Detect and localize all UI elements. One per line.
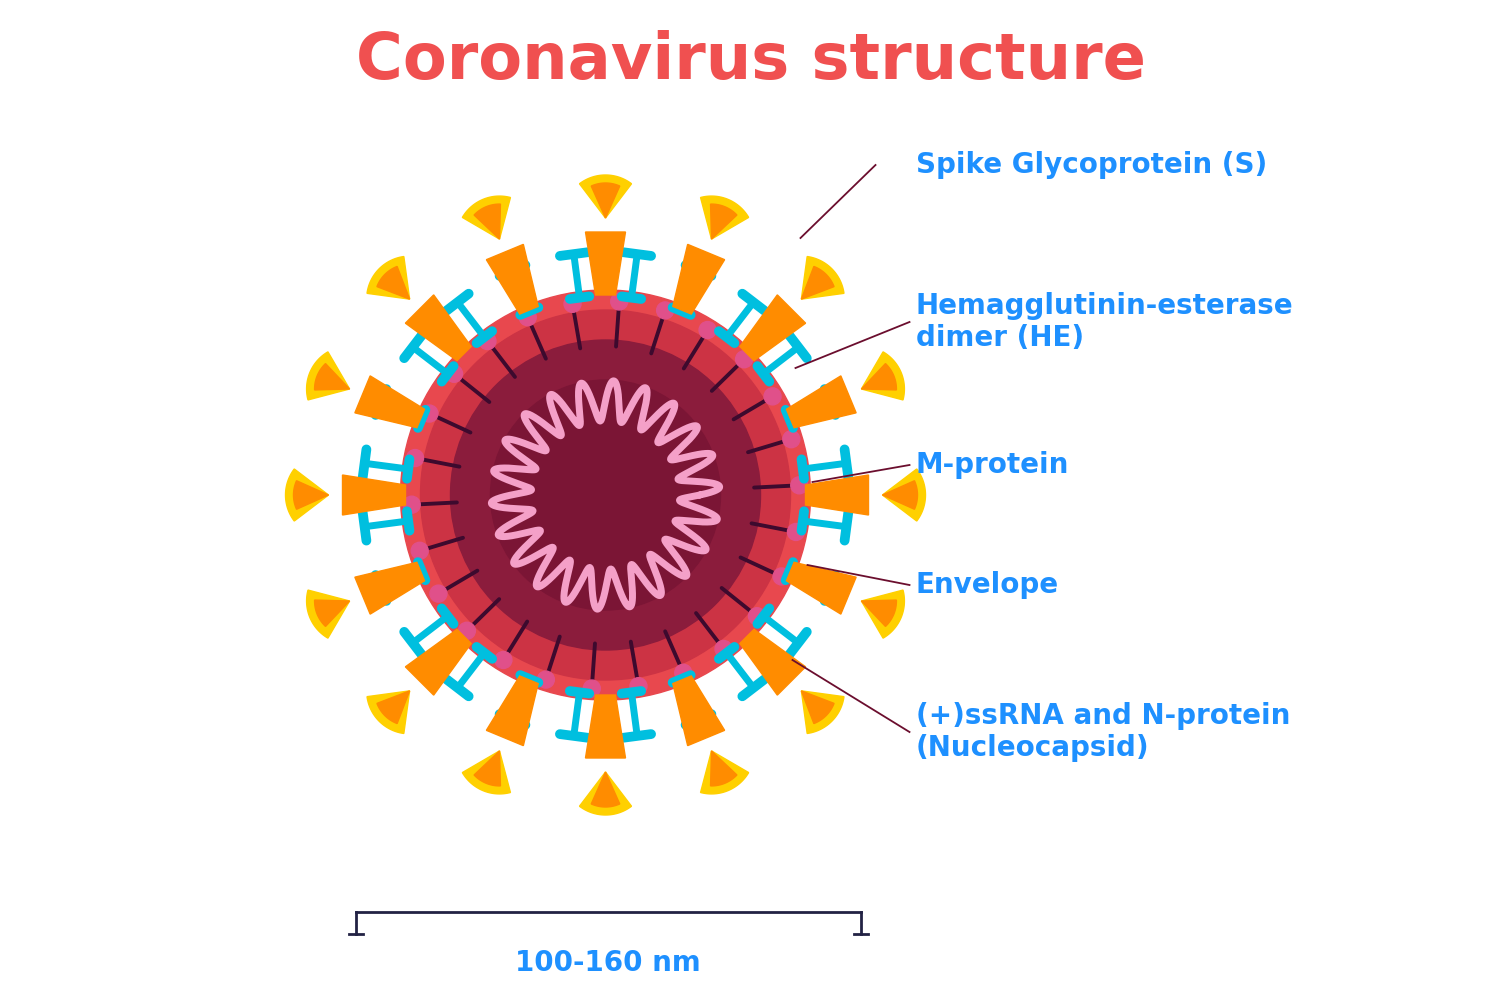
Circle shape <box>411 542 428 559</box>
Circle shape <box>537 671 554 688</box>
Circle shape <box>420 405 438 422</box>
Polygon shape <box>883 469 926 521</box>
Polygon shape <box>474 204 500 239</box>
Circle shape <box>479 333 495 350</box>
Polygon shape <box>462 196 510 239</box>
Polygon shape <box>405 295 471 361</box>
Polygon shape <box>802 266 835 299</box>
Text: Coronavirus structure: Coronavirus structure <box>356 30 1145 92</box>
Polygon shape <box>377 266 410 299</box>
Polygon shape <box>585 695 626 758</box>
Circle shape <box>407 450 423 467</box>
Polygon shape <box>672 244 725 314</box>
Polygon shape <box>740 295 806 361</box>
Polygon shape <box>862 600 896 626</box>
Text: 100-160 nm: 100-160 nm <box>515 949 701 977</box>
Polygon shape <box>862 352 905 400</box>
Circle shape <box>491 380 720 610</box>
Circle shape <box>675 664 692 681</box>
Circle shape <box>404 496 420 513</box>
Polygon shape <box>802 691 844 733</box>
Circle shape <box>429 585 447 602</box>
Polygon shape <box>368 691 410 733</box>
Polygon shape <box>285 469 329 521</box>
Circle shape <box>714 640 732 657</box>
Circle shape <box>564 295 581 312</box>
Circle shape <box>420 310 791 680</box>
Polygon shape <box>474 751 500 786</box>
Circle shape <box>584 680 600 697</box>
Circle shape <box>784 431 800 448</box>
Circle shape <box>791 477 808 494</box>
Polygon shape <box>710 751 737 786</box>
Polygon shape <box>591 772 620 807</box>
Polygon shape <box>883 481 917 509</box>
Polygon shape <box>306 352 350 400</box>
Circle shape <box>519 309 536 326</box>
Polygon shape <box>672 676 725 746</box>
Text: Spike Glycoprotein (S): Spike Glycoprotein (S) <box>916 151 1267 179</box>
Polygon shape <box>787 562 856 614</box>
Polygon shape <box>315 364 350 390</box>
Polygon shape <box>862 590 905 638</box>
Circle shape <box>749 608 766 625</box>
Circle shape <box>458 622 476 639</box>
Text: (+)ssRNA and N-protein
(Nucleocapsid): (+)ssRNA and N-protein (Nucleocapsid) <box>916 702 1289 762</box>
Circle shape <box>630 678 647 695</box>
Circle shape <box>446 365 462 382</box>
Polygon shape <box>802 257 844 299</box>
Circle shape <box>450 340 761 650</box>
Text: Envelope: Envelope <box>916 571 1058 599</box>
Polygon shape <box>710 204 737 239</box>
Polygon shape <box>787 376 856 428</box>
Polygon shape <box>486 676 539 746</box>
Polygon shape <box>315 600 350 626</box>
Polygon shape <box>701 751 749 794</box>
Circle shape <box>735 351 752 368</box>
Circle shape <box>764 388 781 405</box>
Polygon shape <box>740 629 806 695</box>
Polygon shape <box>405 629 471 695</box>
Circle shape <box>611 293 627 310</box>
Polygon shape <box>354 376 425 428</box>
Circle shape <box>656 302 674 319</box>
Polygon shape <box>579 772 632 815</box>
Circle shape <box>773 568 790 585</box>
Polygon shape <box>306 590 350 638</box>
Polygon shape <box>377 691 410 724</box>
Polygon shape <box>354 562 425 614</box>
Polygon shape <box>585 232 626 295</box>
Polygon shape <box>591 183 620 218</box>
Circle shape <box>401 290 811 700</box>
Polygon shape <box>486 244 539 314</box>
Polygon shape <box>701 196 749 239</box>
Circle shape <box>699 322 716 339</box>
Polygon shape <box>342 475 405 515</box>
Polygon shape <box>806 475 869 515</box>
Polygon shape <box>802 691 835 724</box>
Polygon shape <box>294 481 329 509</box>
Polygon shape <box>462 751 510 794</box>
Text: M-protein: M-protein <box>916 451 1069 479</box>
Circle shape <box>495 651 512 668</box>
Circle shape <box>788 523 805 540</box>
Polygon shape <box>368 257 410 299</box>
Polygon shape <box>862 364 896 390</box>
Polygon shape <box>579 175 632 218</box>
Text: Hemagglutinin-esterase
dimer (HE): Hemagglutinin-esterase dimer (HE) <box>916 292 1294 352</box>
